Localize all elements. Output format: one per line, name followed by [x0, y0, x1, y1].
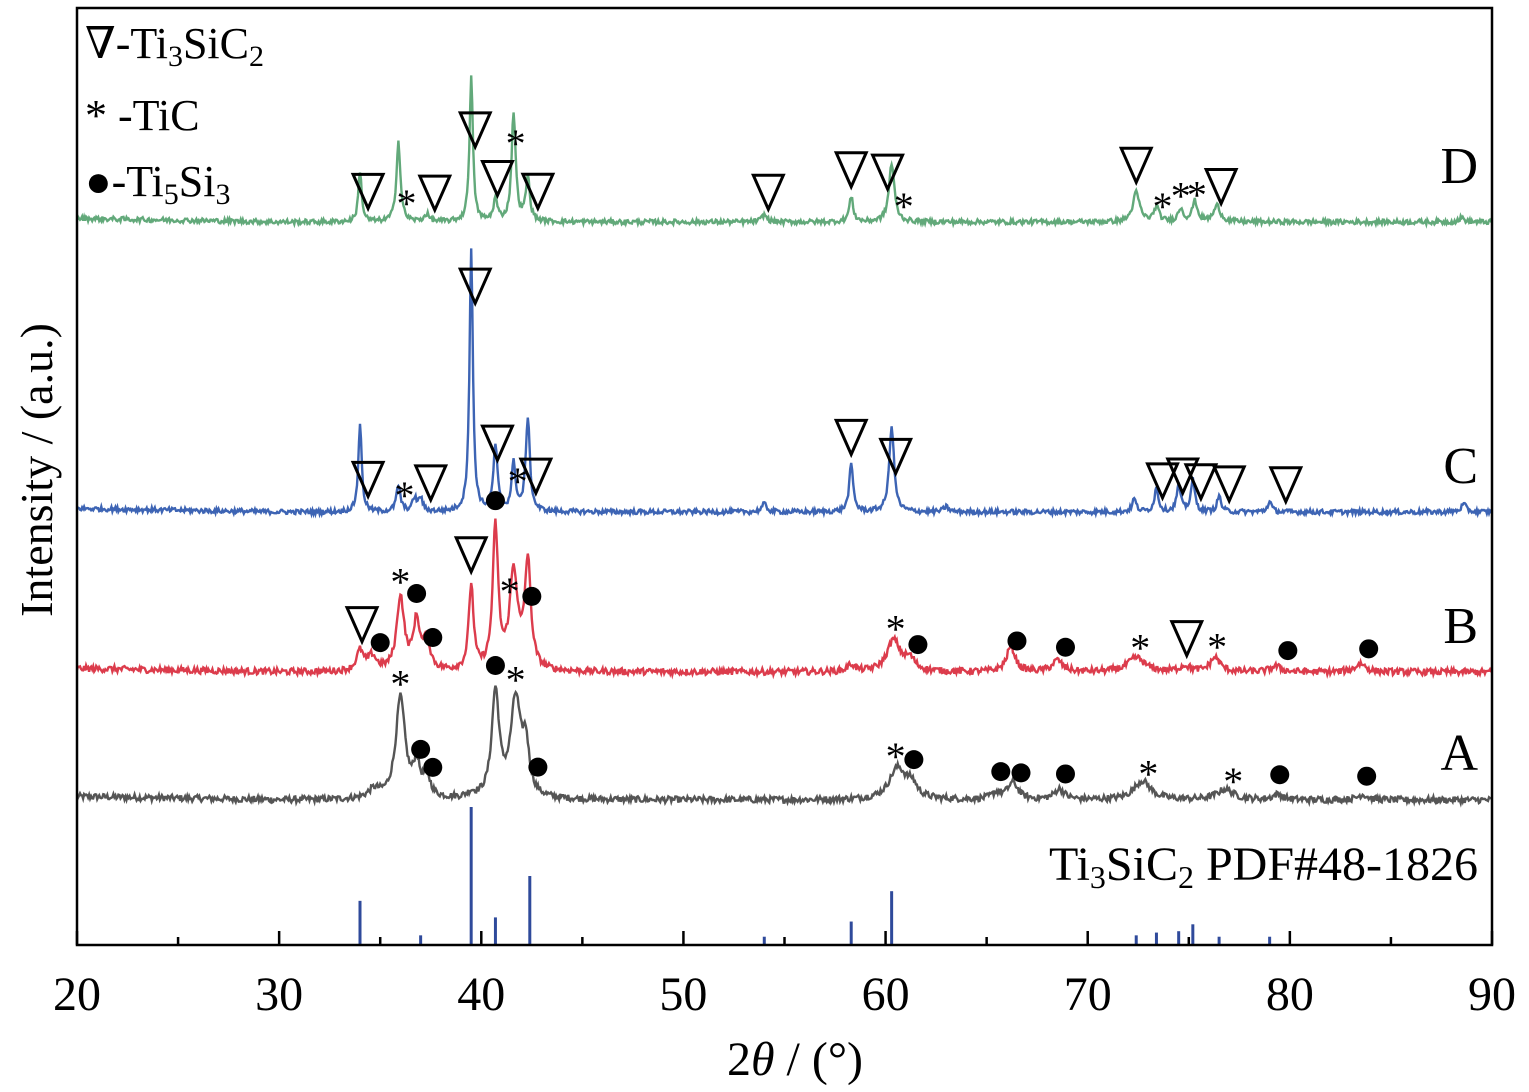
marker-asterisk: *	[886, 607, 906, 652]
marker-asterisk: *	[1171, 173, 1191, 218]
marker-triangle	[1118, 146, 1154, 187]
marker-circle	[423, 757, 443, 777]
marker-triangle	[417, 174, 453, 214]
y-axis-label: Intensity / (a.u.)	[11, 323, 62, 617]
x-tick-label: 30	[255, 968, 303, 1021]
marker-triangle	[350, 172, 386, 213]
marker-circle	[485, 491, 505, 511]
marker-triangle	[833, 418, 869, 459]
marker-triangle	[833, 151, 869, 191]
marker-circle	[1011, 763, 1031, 783]
marker-asterisk: *	[1153, 184, 1173, 229]
legend-entry-ti5si3: ●-Ti5Si3	[85, 157, 231, 211]
marker-asterisk: *	[1223, 759, 1243, 804]
series-labels: A B C D	[1440, 138, 1478, 782]
marker-triangle	[1169, 620, 1205, 660]
series-label-c: C	[1443, 438, 1478, 495]
marker-asterisk: *	[508, 459, 528, 504]
marker-triangle	[870, 153, 905, 193]
x-tick-label: 50	[659, 968, 707, 1021]
marker-asterisk: *	[886, 734, 906, 779]
marker-triangle	[1268, 466, 1304, 506]
marker-triangle	[453, 536, 489, 576]
series-line-d	[75, 75, 1493, 229]
marker-triangle	[480, 424, 515, 464]
marker-asterisk: *	[1130, 625, 1150, 670]
marker-triangle	[1145, 462, 1180, 502]
x-tick-label: 70	[1064, 968, 1112, 1021]
marker-circle	[411, 739, 431, 759]
legend-entry-tic: * -TiC	[85, 91, 200, 140]
marker-triangle	[457, 111, 493, 151]
marker-asterisk: *	[1207, 625, 1227, 670]
marker-triangle	[480, 159, 515, 200]
marker-triangle	[518, 457, 554, 497]
marker-triangle	[344, 606, 380, 646]
reference-label: Ti3SiC2 PDF#48-1826	[1049, 838, 1478, 895]
marker-asterisk: *	[894, 184, 914, 229]
marker-triangle	[1203, 168, 1239, 208]
marker-asterisk: *	[506, 121, 526, 166]
marker-circle	[522, 586, 542, 606]
series-label-b: B	[1443, 598, 1478, 655]
marker-circle	[1357, 766, 1377, 786]
marker-circle	[370, 633, 390, 653]
x-tick-label: 40	[457, 968, 505, 1021]
marker-circle	[1007, 631, 1027, 651]
reference-pattern	[358, 807, 1272, 945]
marker-circle	[1055, 764, 1075, 784]
series-label-d: D	[1440, 138, 1478, 195]
plot-frame	[75, 6, 1494, 947]
x-tick-label: 80	[1266, 968, 1314, 1021]
marker-triangle	[878, 437, 913, 478]
x-tick-label: 60	[862, 968, 910, 1021]
marker-circle	[1055, 637, 1075, 657]
series-line-b	[75, 518, 1493, 680]
marker-asterisk: *	[506, 658, 526, 703]
x-axis-ticks: 20 30 40 50 60 70 80 90	[53, 931, 1516, 1021]
marker-asterisk: *	[500, 569, 520, 614]
marker-triangle	[457, 267, 493, 307]
marker-circle	[1270, 765, 1290, 785]
marker-triangle	[413, 464, 449, 504]
marker-asterisk: *	[1138, 752, 1158, 797]
x-axis-label: 2θ / (°)	[727, 1033, 863, 1086]
x-tick-label: 20	[53, 968, 101, 1021]
marker-circle	[991, 762, 1011, 782]
marker-circle	[1278, 641, 1298, 661]
series-label-a: A	[1440, 725, 1478, 782]
marker-triangle	[520, 172, 556, 212]
marker-triangle	[1183, 463, 1219, 503]
x-tick-label: 90	[1468, 968, 1516, 1021]
marker-triangle	[1211, 465, 1247, 505]
marker-asterisk: *	[390, 662, 410, 707]
marker-circle	[904, 750, 924, 770]
marker-circle	[407, 583, 427, 603]
series-line-a	[75, 685, 1492, 808]
phase-markers: * ** * ** ** * ** **** ***	[344, 111, 1379, 804]
marker-circle	[1359, 639, 1379, 659]
marker-triangle	[751, 173, 786, 213]
marker-circle	[528, 757, 548, 777]
marker-asterisk: *	[390, 559, 410, 604]
series-line-c	[76, 248, 1494, 519]
marker-triangle	[350, 460, 386, 501]
legend: ∇-Ti3SiC2 * -TiC ●-Ti5Si3	[85, 19, 264, 211]
marker-asterisk: *	[394, 473, 414, 518]
marker-circle	[908, 635, 928, 655]
marker-asterisk: *	[396, 181, 416, 226]
legend-entry-ti3sic2: ∇-Ti3SiC2	[85, 19, 264, 73]
marker-circle	[423, 628, 443, 648]
marker-asterisk: *	[1187, 173, 1207, 218]
xrd-series	[75, 75, 1494, 808]
marker-circle	[485, 656, 505, 676]
